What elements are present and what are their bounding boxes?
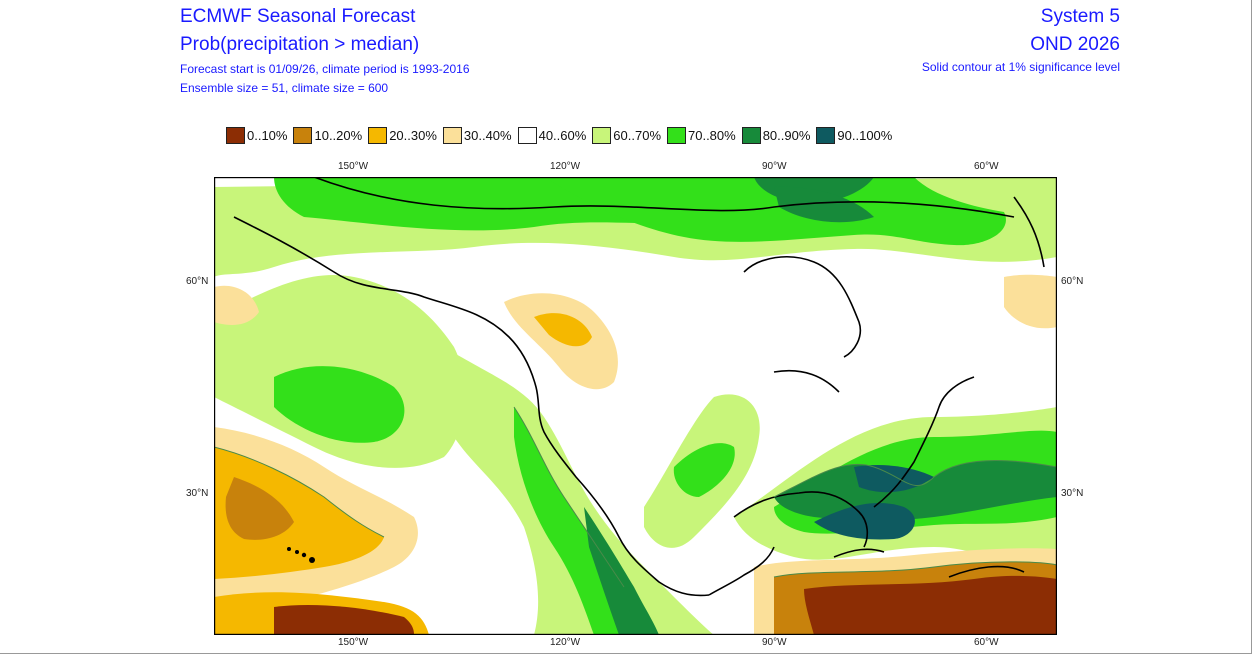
lon-label-bottom: 120°W <box>550 637 581 648</box>
system-label: System 5 <box>1040 6 1120 27</box>
legend-label: 70..80% <box>688 127 736 143</box>
legend-item: 80..90% <box>741 126 811 144</box>
legend-item: 10..20% <box>293 126 363 144</box>
legend-item: 30..40% <box>442 126 512 144</box>
probability-map <box>214 177 1057 635</box>
lon-label-top: 60°W <box>974 161 999 172</box>
legend-item: 60..70% <box>592 126 661 144</box>
lon-label-top: 150°W <box>338 161 369 172</box>
legend-item: 0..10% <box>226 126 288 144</box>
forecast-info-line: Forecast start is 01/09/26, climate peri… <box>180 62 470 76</box>
lon-label-top: 90°W <box>762 161 787 172</box>
lon-label-bottom: 60°W <box>974 637 999 648</box>
lat-label-right: 30°N <box>1061 488 1084 499</box>
lon-label-bottom: 90°W <box>762 637 787 648</box>
lon-label-bottom: 150°W <box>338 637 369 648</box>
map-border <box>214 177 1057 635</box>
legend-label: 30..40% <box>463 127 512 143</box>
map-field <box>214 177 1057 635</box>
lon-label-top: 120°W <box>550 161 581 172</box>
legend-swatch <box>368 126 388 144</box>
legend-swatch <box>741 126 761 144</box>
legend-item: 90..100% <box>816 126 893 144</box>
lat-label-right: 60°N <box>1061 276 1084 287</box>
legend-label: 20..30% <box>389 127 437 143</box>
legend-swatch <box>293 126 313 144</box>
coastlines <box>233 177 1045 597</box>
season-label: OND 2026 <box>1030 34 1120 55</box>
forecast-title: ECMWF Seasonal Forecast <box>180 6 416 27</box>
probability-legend: 0..10% 10..20% 20..30% 30..40% 40..60% 6… <box>226 125 898 145</box>
legend-label: 60..70% <box>613 127 661 143</box>
significance-note: Solid contour at 1% significance level <box>921 60 1120 74</box>
lat-label-left: 30°N <box>186 488 209 499</box>
significance-contours <box>214 406 1057 588</box>
lat-label-left: 60°N <box>186 276 209 287</box>
legend-label: 10..20% <box>314 127 363 143</box>
legend-swatch <box>442 126 462 144</box>
legend-label: 40..60% <box>538 127 587 143</box>
legend-swatch <box>226 126 245 144</box>
legend-swatch <box>667 126 686 144</box>
legend-item: 20..30% <box>368 126 437 144</box>
legend-swatch <box>816 126 836 144</box>
legend-item: 40..60% <box>517 126 587 144</box>
legend-label: 0..10% <box>247 127 288 143</box>
legend-label: 90..100% <box>837 127 893 143</box>
legend-label: 80..90% <box>762 127 811 143</box>
legend-swatch <box>592 126 612 144</box>
legend-swatch <box>517 126 537 144</box>
hawaii-islands <box>287 547 315 563</box>
legend-item: 70..80% <box>667 126 736 144</box>
ensemble-info-line: Ensemble size = 51, climate size = 600 <box>180 81 389 95</box>
variable-title: Prob(precipitation > median) <box>180 34 420 55</box>
